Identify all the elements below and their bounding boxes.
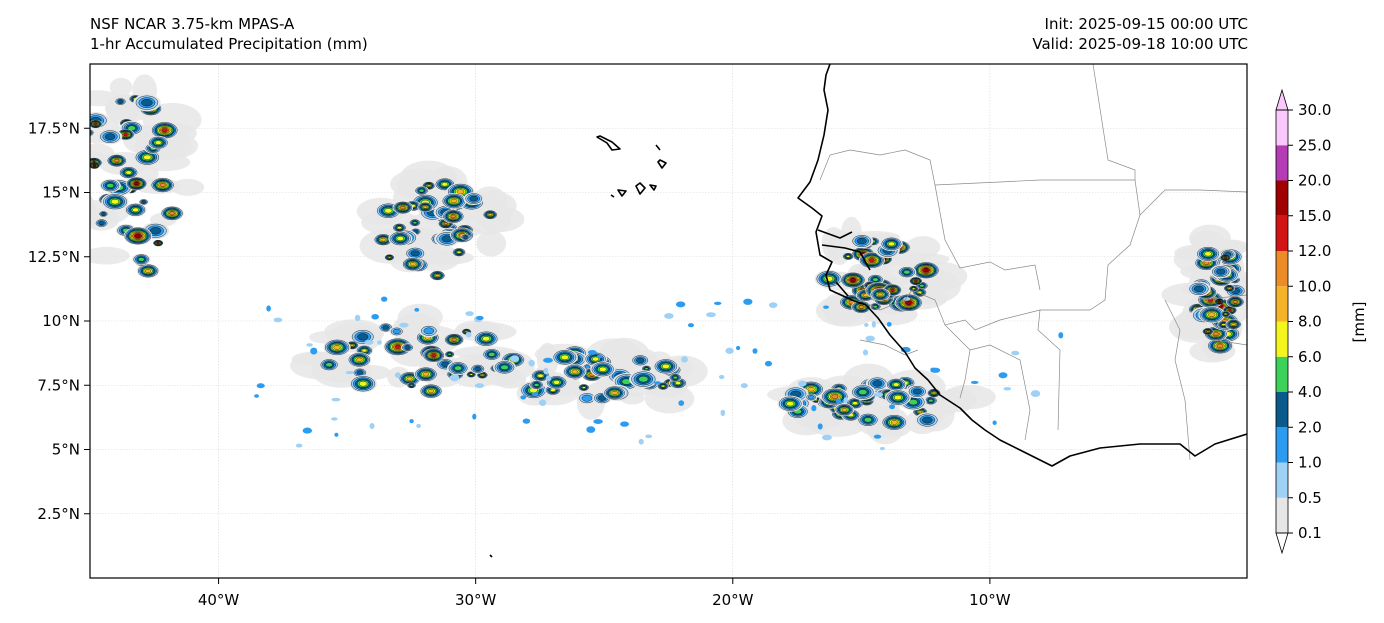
- lat-lon-gridlines: [90, 64, 1247, 578]
- lon-tick-label: 10°W: [969, 591, 1011, 609]
- model-name: NSF NCAR 3.75-km MPAS-A: [90, 15, 295, 33]
- lon-tick-label: 20°W: [712, 591, 754, 609]
- colorbar-segment: [1276, 356, 1288, 392]
- colorbar-tick-label: 15.0: [1298, 207, 1331, 225]
- colorbar-min-extension: [1275, 532, 1289, 555]
- colorbar-tick-label: 30.0: [1298, 101, 1331, 119]
- colorbar-tick-label: 6.0: [1298, 348, 1322, 366]
- colorbar-segment: [1276, 180, 1288, 216]
- colorbar-segment: [1276, 251, 1288, 287]
- valid-time: Valid: 2025-09-18 10:00 UTC: [1032, 35, 1248, 53]
- colorbar-segment: [1276, 462, 1288, 498]
- lat-tick-label: 10°N: [42, 312, 80, 330]
- precip-region-central-north-cluster: [356, 160, 525, 281]
- colorbar: 0.1 0.5 1.0 2.0 4.0 6.0 8.0 10.0 12.0 15.0 20.0 25.…: [1275, 88, 1331, 555]
- colorbar-tick-label: 10.0: [1298, 277, 1331, 295]
- map-frame: [89, 63, 1248, 579]
- precip-region-senegal-cluster: [814, 216, 968, 327]
- precipitation-field: [90, 74, 1247, 451]
- colorbar-segment: [1276, 110, 1288, 146]
- colorbar-max-extension: [1275, 88, 1289, 111]
- colorbar-tick-label: 0.1: [1298, 524, 1322, 542]
- colorbar-tick-label: 25.0: [1298, 136, 1331, 154]
- init-time: Init: 2025-09-15 00:00 UTC: [1044, 15, 1248, 33]
- colorbar-tick-label: 2.0: [1298, 418, 1322, 436]
- lon-tick-label: 30°W: [455, 591, 497, 609]
- colorbar-tick-label: 4.0: [1298, 383, 1322, 401]
- colorbar-segment: [1276, 321, 1288, 357]
- colorbar-tick-label: 0.5: [1298, 489, 1322, 507]
- lat-tick-label: 15°N: [42, 184, 80, 202]
- lon-tick-label: 40°W: [198, 591, 240, 609]
- longitude-ticks: 40°W 30°W 20°W 10°W: [198, 578, 1011, 609]
- colorbar-tick-label: 1.0: [1298, 454, 1322, 472]
- precip-region-northwest-cluster: [90, 74, 205, 279]
- precip-scattered-cells: [254, 296, 1064, 451]
- colorbar-tick-label: 8.0: [1298, 313, 1322, 331]
- colorbar-tick-label: 20.0: [1298, 172, 1331, 190]
- plot-title-right: Init: 2025-09-15 00:00 UTC Valid: 2025-0…: [1032, 14, 1248, 54]
- colorbar-tick-label: 12.0: [1298, 242, 1331, 260]
- colorbar-segment: [1276, 392, 1288, 428]
- precip-region-itcz-central-band: [516, 337, 708, 420]
- precip-region-east-cluster: [1161, 224, 1247, 363]
- colorbar-segment: [1276, 427, 1288, 463]
- plot-title-left: NSF NCAR 3.75-km MPAS-A 1-hr Accumulated…: [90, 14, 368, 54]
- latitude-ticks: 17.5°N 15°N 12.5°N 10°N 7.5°N 5°N 2.5°N: [28, 119, 90, 523]
- lat-tick-label: 5°N: [52, 441, 80, 459]
- colorbar-segment: [1276, 145, 1288, 181]
- colorbar-segment: [1276, 497, 1288, 533]
- lat-tick-label: 12.5°N: [28, 248, 80, 266]
- lat-tick-label: 17.5°N: [28, 119, 80, 137]
- lat-tick-label: 7.5°N: [37, 376, 80, 394]
- precip-region-coastal-guinea-band: [767, 363, 996, 445]
- coastline: [489, 64, 1247, 558]
- field-name: 1-hr Accumulated Precipitation (mm): [90, 35, 368, 53]
- precip-region-itcz-west-band: [290, 303, 535, 399]
- colorbar-unit-label: [mm]: [1350, 302, 1368, 343]
- colorbar-segment: [1276, 286, 1288, 322]
- country-borders: [819, 64, 1247, 461]
- colorbar-segment: [1276, 215, 1288, 251]
- lat-tick-label: 2.5°N: [37, 505, 80, 523]
